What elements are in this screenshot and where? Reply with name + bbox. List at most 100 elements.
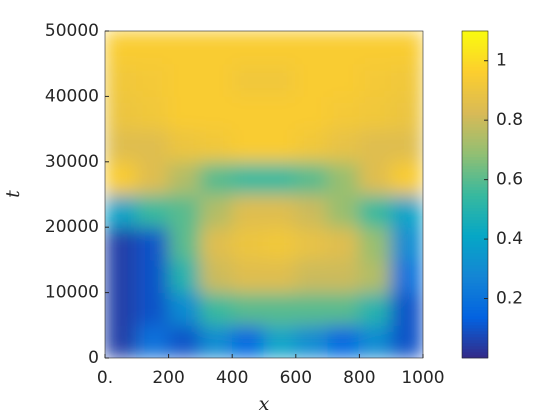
heat-cell <box>168 324 201 358</box>
colorbar-swatch <box>462 240 488 245</box>
colorbar-swatch <box>462 126 488 131</box>
y-tick-label: 30000 <box>45 152 99 172</box>
heat-cell <box>136 259 170 294</box>
heat-cell <box>136 292 170 326</box>
colorbar-swatch <box>462 153 488 158</box>
heat-cell <box>199 259 233 294</box>
colorbar-swatch <box>462 267 488 272</box>
colorbar-swatch <box>462 69 488 74</box>
colorbar-swatch <box>462 84 488 89</box>
heat-cell <box>199 63 233 97</box>
heat-cell <box>231 128 265 163</box>
heat-cell <box>327 292 360 326</box>
heat-cell <box>168 63 201 97</box>
heat-cell <box>136 63 170 97</box>
heat-cell <box>327 161 360 195</box>
colorbar-swatch <box>462 246 488 251</box>
colorbar-swatch <box>462 174 488 179</box>
colorbar-swatch <box>462 222 488 227</box>
colorbar-swatch <box>462 93 488 98</box>
heat-cell <box>105 63 138 97</box>
colorbar-swatch <box>462 348 488 353</box>
colorbar-frame <box>461 30 489 359</box>
x-tick-label: 800 <box>343 368 375 388</box>
heat-cell <box>358 128 392 163</box>
colorbar-swatch <box>462 87 488 92</box>
heat-cell <box>105 31 138 65</box>
heat-cell <box>327 31 360 65</box>
heat-cell <box>327 259 360 294</box>
colorbar-swatch <box>462 66 488 71</box>
colorbar-swatch <box>462 51 488 56</box>
heat-cell <box>168 128 201 163</box>
heat-cell <box>295 194 329 228</box>
heat-cell <box>358 324 392 358</box>
colorbar-swatch <box>462 312 488 317</box>
y-tick-label: 0 <box>88 348 99 368</box>
colorbar-swatch <box>462 282 488 287</box>
heat-cell <box>231 324 265 358</box>
heat-cell <box>295 324 329 358</box>
colorbar-swatch <box>462 318 488 323</box>
colorbar-swatch <box>462 33 488 38</box>
colorbar-swatch <box>462 186 488 191</box>
heat-cell <box>231 292 265 326</box>
colorbar-swatch <box>462 183 488 188</box>
colorbar-swatch <box>462 336 488 341</box>
colorbar-swatch <box>462 96 488 101</box>
heat-cell <box>105 259 138 294</box>
heat-cell <box>390 324 423 358</box>
colorbar-swatch <box>462 90 488 95</box>
colorbar-swatch <box>462 270 488 275</box>
heat-cell <box>136 161 170 195</box>
colorbar-swatch <box>462 108 488 113</box>
heat-cell <box>327 63 360 97</box>
colorbar-swatch <box>462 291 488 296</box>
colorbar-swatch <box>462 216 488 221</box>
x-axis-label: x <box>259 393 270 415</box>
colorbar-swatch <box>462 231 488 236</box>
colorbar-swatch <box>462 129 488 134</box>
heat-cell <box>105 128 138 163</box>
colorbar-swatch <box>462 78 488 83</box>
heat-cell <box>390 259 423 294</box>
heat-cell <box>231 63 265 97</box>
colorbar-swatch <box>462 297 488 302</box>
colorbar-swatch <box>462 249 488 254</box>
colorbar-swatch <box>462 276 488 281</box>
y-tick-label: 20000 <box>45 217 99 237</box>
heat-cell <box>199 95 233 130</box>
heat-cell <box>390 63 423 97</box>
heat-cell <box>295 63 329 97</box>
colorbar-swatch <box>462 45 488 50</box>
heat-cell <box>231 31 265 65</box>
colorbar-swatch <box>462 327 488 332</box>
colorbar-swatch <box>462 288 488 293</box>
colorbar-swatch <box>462 165 488 170</box>
colorbar-swatch <box>462 213 488 218</box>
colorbar-swatch <box>462 243 488 248</box>
colorbar-swatch <box>462 162 488 167</box>
heat-cell <box>390 31 423 65</box>
colorbar-swatch <box>462 330 488 335</box>
colorbar-swatch <box>462 201 488 206</box>
heat-cell <box>295 161 329 195</box>
heat-cell <box>295 292 329 326</box>
colorbar-swatch <box>462 234 488 239</box>
colorbar-swatch <box>462 342 488 347</box>
colorbar-swatch <box>462 114 488 119</box>
heat-cell <box>199 194 233 228</box>
colorbar-swatch <box>462 255 488 260</box>
colorbar-swatch <box>462 207 488 212</box>
colorbar-swatch <box>462 105 488 110</box>
colorbar-swatch <box>462 57 488 62</box>
colorbar-swatch <box>462 99 488 104</box>
heat-cell <box>263 194 297 228</box>
colorbar-swatch <box>462 198 488 203</box>
heat-cell <box>295 226 329 261</box>
colorbar-swatch <box>462 195 488 200</box>
colorbar-swatch <box>462 147 488 152</box>
colorbar-swatch <box>462 279 488 284</box>
heat-cell <box>105 161 138 195</box>
heat-cell <box>358 226 392 261</box>
